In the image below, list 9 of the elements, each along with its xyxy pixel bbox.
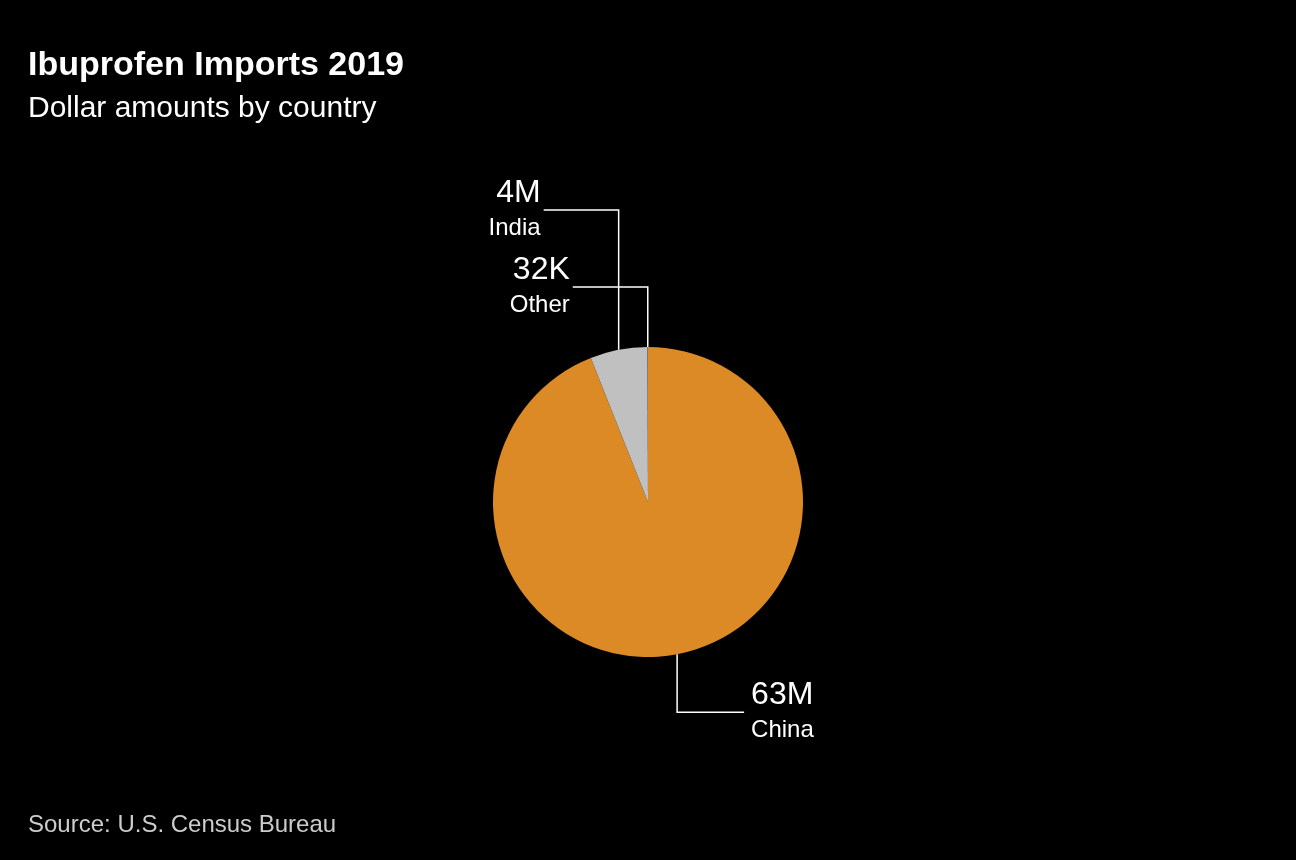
slice-label: China <box>751 715 815 743</box>
data-label: 32K <box>512 250 570 286</box>
slice-label: Other <box>509 290 570 317</box>
text: Ibuprofen Imports 2019 <box>28 44 404 82</box>
source-note: Source: U.S. Census Bureau <box>28 810 337 837</box>
data-label: 63M <box>751 675 814 712</box>
data-label: 4M <box>496 173 541 209</box>
text: Dollar amounts by country <box>28 90 377 123</box>
slice-label: India <box>488 213 542 240</box>
